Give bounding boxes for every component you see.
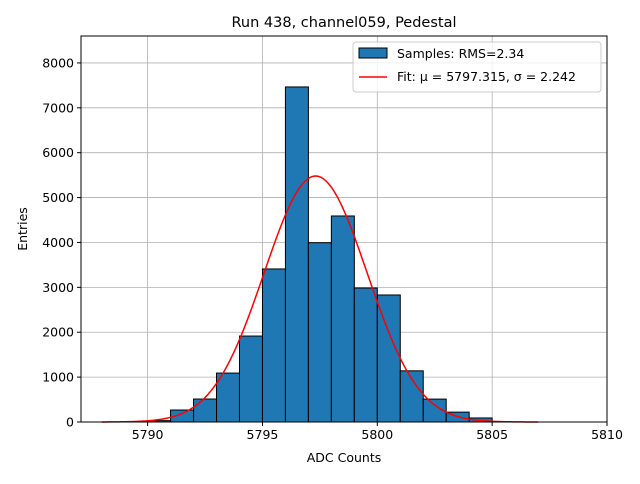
histogram-bar — [193, 398, 218, 423]
x-tick-label: 5805 — [476, 427, 508, 442]
histogram-bar — [307, 242, 332, 423]
axes-frame — [80, 35, 608, 423]
x-tick-label: 5795 — [247, 427, 279, 442]
histogram-bar — [330, 215, 355, 423]
y-tick-label: 4000 — [42, 235, 74, 250]
y-axis-label: Entries — [15, 207, 30, 251]
y-tick-label: 8000 — [42, 55, 74, 70]
legend-swatch-samples — [358, 47, 388, 59]
x-tick-label: 5800 — [361, 427, 393, 442]
histogram-bar — [284, 86, 309, 423]
bars — [147, 86, 493, 423]
y-tick-label: 6000 — [42, 145, 74, 160]
chart-title: Run 438, channel059, Pedestal — [231, 15, 456, 31]
histogram-bar — [238, 335, 263, 423]
y-tick-label: 5000 — [42, 190, 74, 205]
histogram-bar — [216, 372, 240, 423]
x-axis-label: ADC Counts — [307, 450, 382, 465]
x-tick-label: 5810 — [591, 427, 623, 442]
legend: Samples: RMS=2.34 Fit: μ = 5797.315, σ =… — [352, 41, 602, 93]
y-tick-label: 3000 — [42, 280, 74, 295]
y-tick-label: 2000 — [42, 325, 74, 340]
histogram-bar — [376, 294, 401, 423]
histogram-bar — [353, 287, 378, 423]
fit-curve — [101, 175, 539, 423]
y-tick-label: 7000 — [42, 100, 74, 115]
ticks: 5790 5795 5800 5805 5810 0 1000 2000 3000 4000 500… — [42, 55, 623, 442]
y-tick-label: 0 — [66, 415, 74, 430]
legend-label-samples: Samples: RMS=2.34 — [397, 46, 524, 61]
x-tick-label: 5790 — [132, 427, 164, 442]
legend-label-fit: Fit: μ = 5797.315, σ = 2.242 — [397, 69, 576, 84]
y-tick-label: 1000 — [42, 370, 74, 385]
histogram-bar — [261, 268, 286, 423]
